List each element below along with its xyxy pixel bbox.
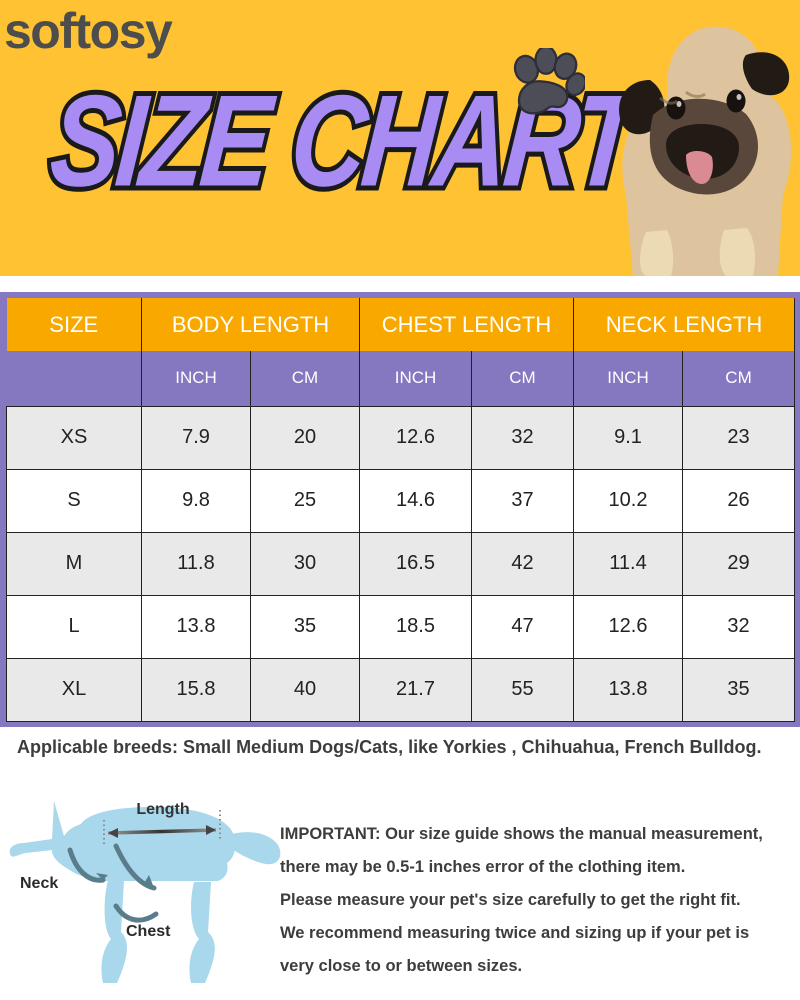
svg-text:Neck: Neck <box>20 875 58 892</box>
svg-text:Length: Length <box>136 801 189 818</box>
svg-text:Chest: Chest <box>126 923 171 940</box>
